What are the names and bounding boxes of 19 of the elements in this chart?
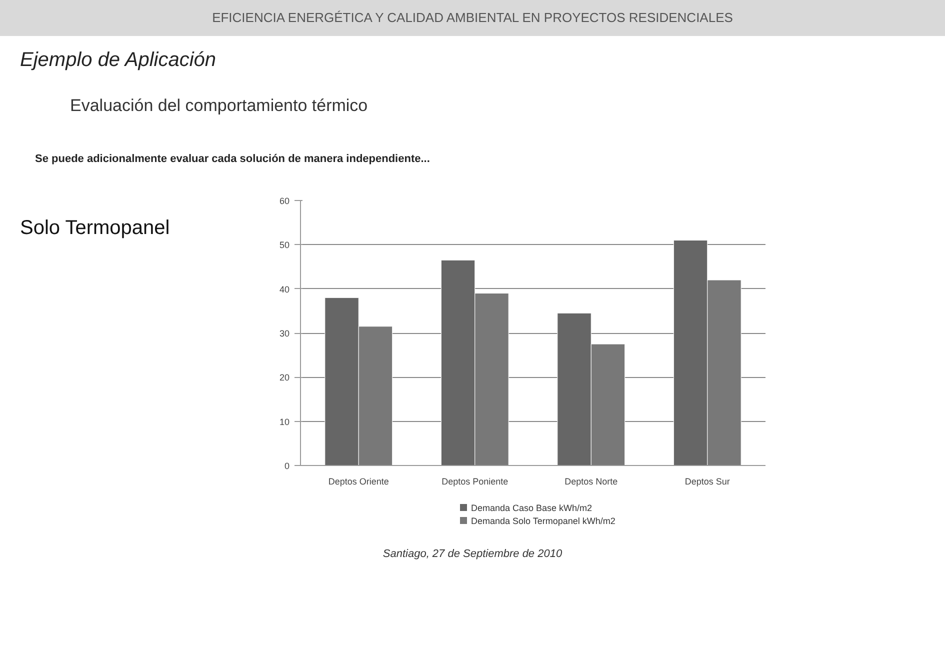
x-tick-label: Deptos Sur [684,476,730,486]
y-tick-label: 40 [279,284,290,294]
y-tick-label: 20 [279,372,290,383]
text: Solo Termopanel [20,216,170,241]
y-tick-label: 50 [279,240,290,250]
x-tick-label: Deptos Oriente [328,476,389,486]
y-tick-label: 10 [279,416,290,427]
y-tick-label: 60 [279,196,290,206]
legend-label: Demanda Solo Termopanel kWh/m2 [470,515,616,528]
y-tick-label: 30 [279,328,290,338]
text: Evaluación del comportamiento térmico [70,95,368,117]
x-tick-label: Deptos Norte [564,476,618,486]
text: Santiago, 27 de Septiembre de 2010 [382,547,562,562]
text: Se puede adicionalmente evaluar cada solución de manera independiente... [35,152,430,167]
text: Ejemplo de Aplicación [20,48,216,73]
y-tick-label: 0 [284,461,290,471]
legend-label: Demanda Caso Base kWh/m2 [470,502,594,515]
x-tick-label: Deptos Poniente [442,476,508,486]
chart-title: EFICIENCIA ENERGÉTICA Y CALIDAD AMBIENTAL EN PROYECTOS RESIDENCIALES [212,9,733,27]
